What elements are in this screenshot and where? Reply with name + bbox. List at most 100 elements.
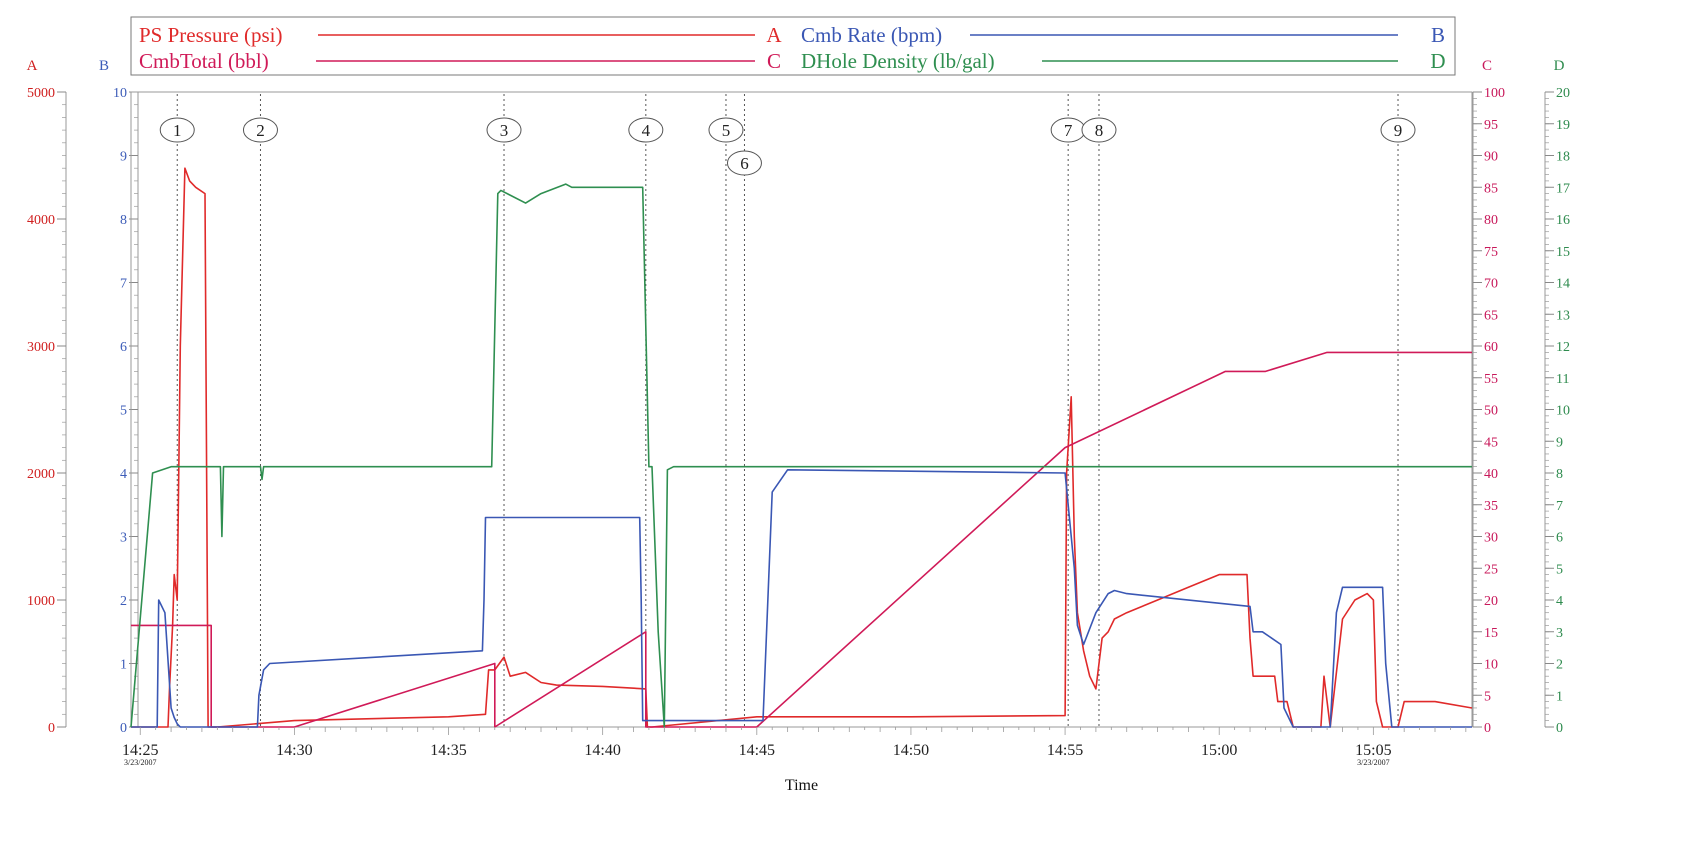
axis-tick-label-D: 11 (1556, 372, 1569, 387)
axis-tick-label-C: 45 (1484, 435, 1498, 450)
left-axes: A 0 1000 2000 3000 4000 5000 B 0 1 2 3 4 5 6 7 8 9 10 (27, 58, 139, 736)
axis-tick-label-B: 7 (120, 277, 127, 292)
axis-tick-label-B: 3 (120, 531, 127, 546)
axis-tick-label-C: 90 (1484, 150, 1498, 165)
x-tick-label: 14:45 (739, 742, 775, 759)
axis-tick-label-C: 65 (1484, 308, 1498, 323)
x-tick-label: 14:40 (584, 742, 620, 759)
series-line (131, 167, 1473, 728)
axis-tick-label-A: 2000 (27, 467, 55, 482)
legend-entry-label: CmbTotal (bbl) (139, 49, 269, 73)
legend-box (130, 16, 1456, 76)
axis-tick-label-B: 10 (113, 86, 127, 101)
axis-letter-C: C (1482, 58, 1492, 74)
event-label: 6 (740, 154, 749, 173)
event-label: 4 (642, 121, 651, 140)
axis-tick-label-D: 8 (1556, 467, 1563, 482)
event-label: 7 (1064, 121, 1073, 140)
event-marker (628, 117, 664, 143)
axis-tick-label-D: 13 (1556, 308, 1570, 323)
axis-letter-A: A (27, 58, 38, 74)
axis-tick-label-D: 5 (1556, 562, 1563, 577)
x-tick-label: 14:55 (1047, 742, 1083, 759)
axis-letter-D: D (1554, 58, 1565, 74)
axis-tick-label-C: 60 (1484, 340, 1498, 355)
axis-tick-label-C: 10 (1484, 658, 1498, 673)
axis-tick-label-B: 2 (120, 594, 127, 609)
axis-tick-label-D: 1 (1556, 689, 1563, 704)
axis-tick-label-D: 7 (1556, 499, 1563, 514)
legend-entry-label: Cmb Rate (bpm) (801, 23, 942, 47)
legend: PS Pressure (psi) A Cmb Rate (bpm) B CmbTota… (130, 16, 1456, 76)
axis-tick-label-D: 9 (1556, 435, 1563, 450)
axis-tick-label-B: 0 (120, 721, 127, 736)
axis-tick-label-C: 5 (1484, 689, 1491, 704)
legend-axis-letter: C (767, 49, 781, 73)
event-marker (726, 150, 762, 176)
axis-tick-label-C: 80 (1484, 213, 1498, 228)
axis-tick-label-C: 70 (1484, 277, 1498, 292)
axis-tick-label-B: 8 (120, 213, 127, 228)
axis-tick-label-C: 95 (1484, 118, 1498, 133)
event-label: 8 (1095, 121, 1104, 140)
event-label: 3 (500, 121, 509, 140)
axis-tick-label-B: 4 (120, 467, 127, 482)
legend-entry-label: PS Pressure (psi) (139, 23, 283, 47)
event-label: 2 (256, 121, 265, 140)
event-markers: 1 2 3 4 56 7 8 9 (159, 94, 1416, 727)
axis-tick-label-B: 9 (120, 150, 127, 165)
axis-tick-label-D: 0 (1556, 721, 1563, 736)
axis-tick-label-C: 0 (1484, 721, 1491, 736)
right-axes: C051015202530354045505560657075808590951… (1472, 58, 1570, 736)
legend-axis-letter: D (1430, 49, 1445, 73)
series-line (131, 351, 1472, 728)
event-label: 1 (173, 121, 182, 140)
axis-tick-label-A: 4000 (27, 213, 55, 228)
axis-tick-label-D: 20 (1556, 86, 1570, 101)
axis-letter-B: B (99, 58, 109, 74)
event-marker (159, 117, 195, 143)
legend-axis-letter: B (1431, 23, 1445, 47)
series-line (131, 468, 1472, 728)
axis-tick-label-D: 17 (1556, 181, 1570, 196)
x-tick-label: 14:50 (893, 742, 929, 759)
plot-frame (130, 91, 1473, 728)
axis-tick-label-D: 6 (1556, 531, 1563, 546)
axis-tick-label-C: 55 (1484, 372, 1498, 387)
x-tick-label: 14:25 (122, 742, 158, 759)
axis-tick-label-D: 10 (1556, 404, 1570, 419)
axis-tick-label-D: 15 (1556, 245, 1570, 260)
axis-tick-label-D: 18 (1556, 150, 1570, 165)
axis-tick-label-A: 1000 (27, 594, 55, 609)
event-marker (486, 117, 522, 143)
event-label: 9 (1394, 121, 1403, 140)
x-tick-label: 15:00 (1201, 742, 1237, 759)
axis-tick-label-D: 4 (1556, 594, 1563, 609)
axis-tick-label-D: 16 (1556, 213, 1570, 228)
axis-tick-label-D: 12 (1556, 340, 1570, 355)
event-marker (708, 117, 744, 143)
x-axis-title: Time (785, 777, 818, 794)
axis-tick-label-C: 35 (1484, 499, 1498, 514)
legend-entry-label: DHole Density (lb/gal) (801, 49, 995, 73)
axis-tick-label-D: 3 (1556, 626, 1563, 641)
axis-tick-label-C: 85 (1484, 181, 1498, 196)
axis-tick-label-C: 75 (1484, 245, 1498, 260)
axis-tick-label-B: 6 (120, 340, 127, 355)
x-tick-label: 15:05 (1355, 742, 1391, 759)
x-tick-date: 3/23/2007 (124, 758, 156, 767)
x-tick-label: 14:35 (430, 742, 466, 759)
axis-tick-label-C: 40 (1484, 467, 1498, 482)
axis-tick-label-C: 100 (1484, 86, 1505, 101)
axis-tick-label-A: 5000 (27, 86, 55, 101)
event-label: 5 (722, 121, 731, 140)
axis-tick-label-C: 25 (1484, 562, 1498, 577)
axis-tick-label-A: 0 (48, 721, 55, 736)
axis-tick-label-C: 50 (1484, 404, 1498, 419)
series-lines (130, 167, 1473, 728)
axis-tick-label-D: 14 (1556, 277, 1570, 292)
axis-tick-label-D: 2 (1556, 658, 1563, 673)
axis-tick-label-C: 30 (1484, 531, 1498, 546)
